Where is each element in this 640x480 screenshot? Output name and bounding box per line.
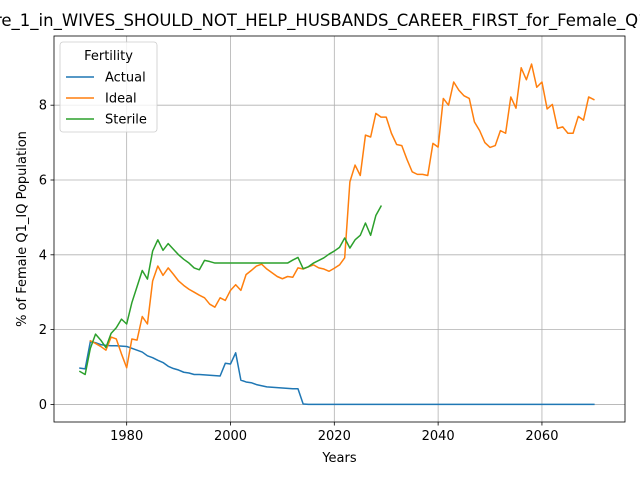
y-axis-ticks: 0 2 4 6 8 xyxy=(39,99,54,413)
legend-label-actual: Actual xyxy=(105,71,146,86)
y-tick-label: 4 xyxy=(39,248,47,263)
y-axis-label: % of Female Q1_IQ Population xyxy=(15,131,30,327)
legend-title: Fertility xyxy=(84,49,133,64)
legend: Fertility Actual Ideal Sterile xyxy=(60,42,157,132)
x-axis-ticks: 1980 2000 2020 2040 2060 xyxy=(110,422,558,444)
y-tick-label: 6 xyxy=(39,174,47,189)
series-line-ideal xyxy=(90,64,594,368)
x-axis-label: Years xyxy=(321,451,357,466)
chart-title: Score_1_in_WIVES_SHOULD_NOT_HELP_HUSBAND… xyxy=(0,11,640,31)
x-tick-label: 1980 xyxy=(110,429,143,444)
y-tick-label: 2 xyxy=(39,323,47,338)
x-tick-label: 2040 xyxy=(422,429,455,444)
y-tick-label: 8 xyxy=(39,99,47,114)
legend-label-ideal: Ideal xyxy=(105,92,137,107)
series-line-actual xyxy=(80,342,594,405)
x-tick-label: 2020 xyxy=(318,429,351,444)
legend-label-sterile: Sterile xyxy=(105,113,147,128)
x-tick-label: 2060 xyxy=(525,429,558,444)
x-tick-label: 2000 xyxy=(214,429,247,444)
y-tick-label: 0 xyxy=(39,398,47,413)
